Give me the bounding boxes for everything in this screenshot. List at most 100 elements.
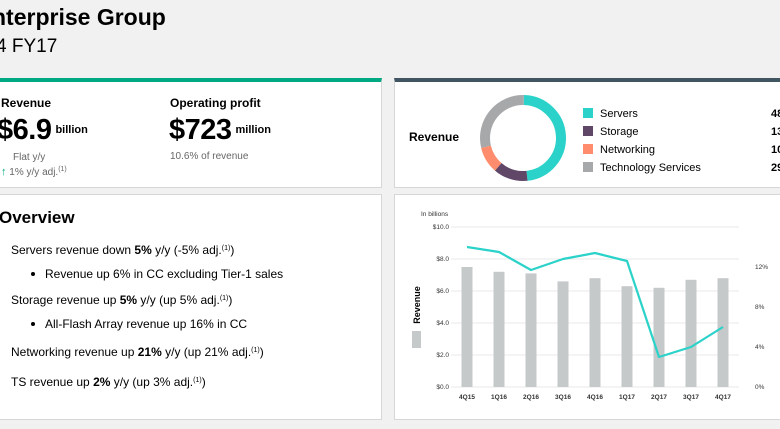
bar-2q16 (525, 273, 537, 387)
overview-line-end: ) (228, 293, 233, 307)
overview-line-end: ) (259, 345, 264, 359)
y-tick-label: $2.0 (436, 352, 449, 359)
revenue-note-adj-text: 1% y/y adj. (9, 167, 59, 178)
revenue-amount: $6.9 (0, 114, 52, 146)
revenue-trend-chart: In billions $0.0 $2.0 $4.0 $6.0 $8.0 $10.0 0% 4%… (412, 211, 768, 401)
revenue-mix-label: Revenue (409, 130, 460, 144)
legend-value-networking: 10 (771, 144, 780, 156)
overview-line-pre: Networking revenue up (11, 345, 138, 359)
overview-line: TS revenue up 2% y/y (up 3% adj.(1)) (11, 375, 206, 389)
operating-profit-label: Operating profit (170, 96, 261, 110)
donut-slice-technology-services (480, 95, 524, 148)
legend-swatch (583, 108, 593, 118)
x-tick-label: 3Q17 (683, 394, 699, 401)
overview-line-post: y/y (up 21% adj. (161, 345, 252, 359)
overview-line-pre: TS revenue up (11, 375, 94, 389)
header-title: nterprise Group (0, 4, 166, 30)
overview-title: Overview (0, 208, 75, 227)
legend-value-storage: 13 (771, 126, 780, 138)
arrow-up-icon: ↑ (1, 166, 7, 178)
revenue-label: Revenue (1, 96, 52, 110)
donut-slice-networking (481, 145, 502, 171)
overview-line-end: ) (201, 375, 206, 389)
legend-swatch (583, 144, 593, 154)
bullet-icon (31, 272, 35, 276)
legend-item-servers: Servers (583, 108, 638, 120)
overview-line-sup: (1) (193, 377, 202, 384)
x-tick-label: 3Q16 (555, 394, 571, 401)
header-subtitle: 4 FY17 (0, 36, 58, 57)
overview-line-pre: Storage revenue up (11, 293, 120, 307)
overview-line: Servers revenue down 5% y/y (-5% adj.(1)… (11, 243, 234, 257)
overview-line-post: y/y (-5% adj. (151, 243, 222, 257)
overview-line-end: ) (230, 243, 235, 257)
legend-value-servers: 48 (771, 108, 780, 120)
overview-sub-bullet-text: Revenue up 6% in CC excluding Tier-1 sal… (45, 267, 284, 281)
overview-line-pre: Servers revenue down (11, 243, 135, 257)
overview-sub-bullet: Revenue up 6% in CC excluding Tier-1 sal… (31, 267, 283, 281)
revenue-card: Revenue $6.9 billion Flat y/y ↑ 1% y/y ad… (0, 78, 382, 188)
operating-profit-amount: $723 (169, 114, 232, 146)
overview-line-post: y/y (up 5% adj. (137, 293, 220, 307)
operating-profit-unit: million (235, 124, 271, 136)
legend-swatch (583, 126, 593, 136)
y-tick-label: $8.0 (436, 256, 449, 263)
x-tick-label: 4Q15 (459, 394, 475, 401)
chart-unit-label: In billions (421, 211, 449, 218)
legend-label: Storage (600, 126, 639, 138)
legend-item-networking: Networking (583, 144, 655, 156)
overview-line-bold: 5% (119, 293, 138, 307)
overview-line-sup: (1) (251, 347, 260, 354)
operating-profit-note: 10.6% of revenue (170, 151, 249, 162)
overview-line-sup: (1) (221, 245, 231, 252)
bar-2q17 (653, 287, 665, 387)
bar-1q16 (493, 271, 505, 387)
revenue-note-flat: Flat y/y (13, 152, 46, 163)
overview-line-bold: 5% (134, 243, 152, 257)
x-tick-label: 1Q16 (491, 394, 507, 401)
revenue-trend-card: In billions $0.0 $2.0 $4.0 $6.0 $8.0 $10.0 0% 4%… (394, 194, 780, 420)
operating-profit-value: $723 million (169, 114, 271, 147)
y2-tick-label: 8% (755, 304, 765, 311)
legend-item-technology-services: Technology Services (583, 162, 701, 174)
bar-4q16 (589, 278, 601, 387)
x-tick-label: 2Q17 (651, 394, 667, 401)
y-tick-label: $0.0 (436, 384, 449, 391)
overview-line-bold: 2% (93, 375, 111, 389)
bar-1q17 (621, 286, 633, 387)
overview-card: Overview Servers revenue down 5% y/y (-5… (0, 194, 382, 420)
overview-line-bold: 21% (137, 345, 162, 359)
y-tick-label: $6.0 (436, 288, 449, 295)
x-tick-label: 2Q16 (523, 394, 539, 401)
revenue-unit: billion (55, 124, 88, 136)
ylabel-swatch (412, 331, 421, 348)
revenue-mix-card: Revenue Servers 48 Storage 13 Networking 10 Te… (394, 78, 780, 188)
y2-tick-label: 12% (755, 264, 768, 271)
y2-tick-label: 0% (755, 384, 765, 391)
x-tick-label: 1Q17 (619, 394, 635, 401)
legend-swatch (583, 162, 593, 172)
bar-3q17 (685, 279, 697, 387)
bar-4q15 (461, 267, 473, 387)
overview-line: Storage revenue up 5% y/y (up 5% adj.(1)… (11, 293, 232, 307)
legend-label: Technology Services (600, 162, 701, 174)
overview-sub-bullet: All-Flash Array revenue up 16% in CC (31, 317, 247, 331)
overview-line: Networking revenue up 21% y/y (up 21% ad… (11, 345, 264, 359)
bullet-icon (31, 322, 35, 326)
revenue-note-adj: ↑ 1% y/y adj.(1) (1, 166, 67, 178)
overview-line-sup: (1) (219, 295, 229, 302)
legend-label: Networking (600, 144, 656, 156)
revenue-donut-chart (480, 95, 566, 181)
donut-slice-storage (494, 162, 528, 181)
bar-4q17 (717, 278, 729, 387)
legend-label: Servers (600, 108, 638, 120)
y-axis-label: Revenue (412, 286, 422, 324)
y2-tick-label: 4% (755, 344, 765, 351)
y-tick-label: $10.0 (433, 224, 450, 231)
revenue-value: $6.9 billion (0, 114, 88, 147)
overview-line-post: y/y (up 3% adj. (110, 375, 194, 389)
y-tick-label: $4.0 (436, 320, 449, 327)
bar-3q16 (557, 281, 569, 387)
x-tick-label: 4Q17 (715, 394, 731, 401)
legend-item-storage: Storage (583, 126, 639, 138)
